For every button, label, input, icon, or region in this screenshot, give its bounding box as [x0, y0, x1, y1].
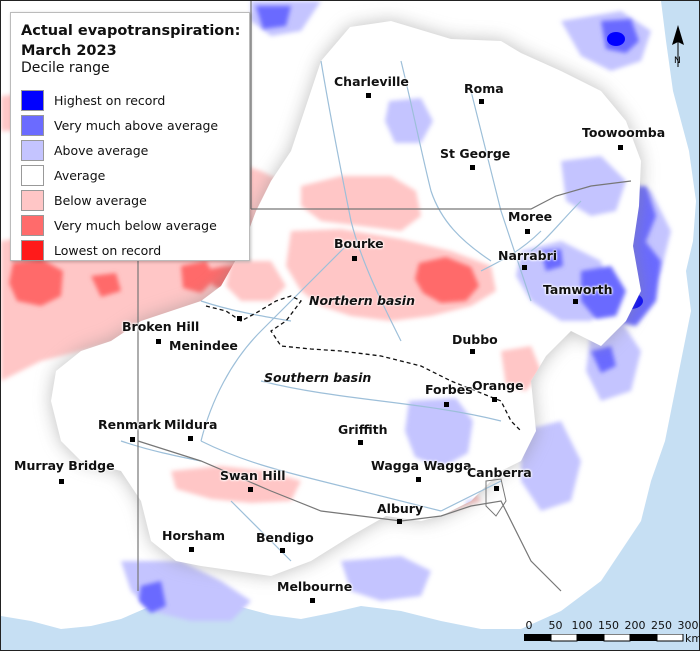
town-label-toowoomba: Toowoomba: [582, 125, 666, 140]
town-label-moree: Moree: [508, 209, 553, 224]
town-label-melbourne: Melbourne: [277, 579, 353, 594]
town-marker-melbourne: [310, 598, 315, 603]
legend-title-line1: Actual evapotranspiration:: [21, 23, 241, 39]
scale-tick-label: 50: [548, 619, 563, 632]
legend-label: Very much above average: [54, 118, 219, 133]
north-arrow-icon: N: [672, 25, 684, 67]
legend-swatch: [21, 215, 44, 236]
town-label-narrabri: Narrabri: [498, 248, 558, 263]
legend-subtitle: Decile range: [21, 60, 110, 76]
scale-tick-label: 250: [651, 619, 672, 632]
scale-tick-label: 300: [677, 619, 699, 632]
town-label-dubbo: Dubbo: [452, 332, 498, 347]
scale-bar-graphic: [524, 634, 684, 642]
town-label-wagga-wagga: Wagga Wagga: [371, 458, 472, 473]
town-label-broken-hill: Broken Hill: [122, 319, 200, 334]
legend-swatch: [21, 240, 44, 261]
town-marker-broken-hill: [156, 339, 161, 344]
north-arrow: N: [667, 25, 689, 71]
scale-tick-label: 0: [525, 619, 533, 632]
town-label-tamworth: Tamworth: [543, 282, 613, 297]
scale-tick-label: 150: [598, 619, 619, 632]
legend: Actual evapotranspiration: March 2023 De…: [10, 12, 250, 261]
legend-swatch: [21, 115, 44, 136]
town-label-albury: Albury: [377, 501, 424, 516]
town-label-roma: Roma: [464, 81, 504, 96]
town-marker-murray-bridge: [59, 479, 64, 484]
town-marker-forbes: [444, 402, 449, 407]
legend-label: Very much below average: [54, 218, 217, 233]
town-label-mildura: Mildura: [164, 417, 218, 432]
town-label-forbes: Forbes: [425, 382, 473, 397]
town-label-horsham: Horsham: [162, 528, 226, 543]
town-marker-tamworth: [573, 299, 578, 304]
town-label-bendigo: Bendigo: [256, 530, 314, 545]
southern-basin-label: Southern basin: [264, 370, 372, 385]
town-marker-mildura: [188, 436, 193, 441]
legend-swatch: [21, 190, 44, 211]
town-label-charleville: Charleville: [334, 74, 409, 89]
town-marker-renmark: [130, 437, 135, 442]
town-marker-narrabri: [522, 265, 527, 270]
scale-tick-label: 200: [624, 619, 646, 632]
legend-swatch: [21, 165, 44, 186]
basin-divider: [205, 295, 522, 432]
town-marker-charleville: [366, 93, 371, 98]
town-marker-horsham: [189, 547, 194, 552]
legend-title: Actual evapotranspiration: March 2023: [21, 21, 240, 61]
act-border: [485, 478, 507, 517]
town-label-renmark: Renmark: [98, 417, 161, 432]
town-label-griffith: Griffith: [338, 422, 388, 437]
town-marker-toowoomba: [618, 145, 623, 150]
basin-very-much-above: [541, 249, 626, 319]
town-label-canberra: Canberra: [467, 465, 532, 480]
town-label-menindee: Menindee: [169, 338, 238, 353]
town-marker-swan-hill: [248, 487, 253, 492]
town-marker-wagga-wagga: [416, 477, 421, 482]
town-marker-albury: [397, 519, 402, 524]
basin-very-much-below: [415, 257, 479, 303]
scale-tick-label: 100: [571, 619, 593, 632]
legend-swatch: [21, 90, 44, 111]
town-marker-roma: [479, 99, 484, 104]
town-label-swan-hill: Swan Hill: [220, 468, 286, 483]
town-marker-bourke: [352, 256, 357, 261]
northern-basin-label: Northern basin: [309, 293, 415, 308]
legend-label: Above average: [54, 143, 149, 158]
legend-label: Average: [54, 168, 106, 183]
town-label-orange: Orange: [472, 378, 524, 393]
town-label-murray-bridge: Murray Bridge: [14, 458, 115, 473]
legend-label: Lowest on record: [54, 243, 162, 258]
legend-label: Highest on record: [54, 93, 166, 108]
town-marker-griffith: [358, 440, 363, 445]
legend-swatch: [21, 140, 44, 161]
scale-unit: km: [685, 632, 699, 645]
town-label-bourke: Bourke: [334, 236, 384, 251]
town-label-st-george: St George: [440, 146, 511, 161]
town-marker-dubbo: [470, 349, 475, 354]
town-marker-orange: [492, 397, 497, 402]
town-marker-st-george: [470, 165, 475, 170]
rivers: [120, 60, 582, 562]
legend-title-line2: March 2023: [21, 43, 117, 59]
town-marker-menindee: [237, 316, 242, 321]
town-marker-canberra: [494, 486, 499, 491]
north-arrow-label: N: [674, 56, 681, 66]
legend-label: Below average: [54, 193, 147, 208]
town-marker-bendigo: [280, 548, 285, 553]
town-marker-moree: [525, 229, 530, 234]
